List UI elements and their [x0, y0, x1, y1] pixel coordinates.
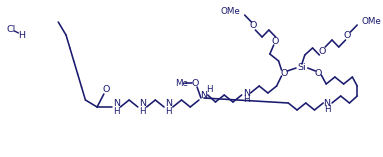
Text: O: O — [192, 78, 199, 87]
Text: O: O — [272, 36, 279, 46]
Text: N: N — [200, 90, 207, 100]
Text: O: O — [281, 68, 288, 78]
Text: O: O — [102, 86, 110, 95]
Text: O: O — [344, 32, 351, 41]
Text: H: H — [113, 106, 120, 116]
Text: Me: Me — [175, 78, 188, 87]
Text: N: N — [139, 100, 146, 108]
Text: O: O — [319, 46, 326, 56]
Text: H: H — [18, 30, 25, 40]
Text: OMe: OMe — [221, 6, 241, 16]
Text: N: N — [165, 100, 172, 108]
Text: N: N — [113, 100, 120, 108]
Text: O: O — [250, 22, 257, 30]
Text: Si: Si — [298, 63, 306, 73]
Text: H: H — [324, 106, 331, 114]
Text: N: N — [324, 98, 331, 108]
Text: H: H — [165, 106, 172, 116]
Text: H: H — [206, 86, 213, 95]
Text: Cl: Cl — [6, 24, 15, 33]
Text: O: O — [315, 68, 322, 78]
Text: N: N — [243, 89, 250, 97]
Text: H: H — [243, 95, 250, 105]
Text: OMe: OMe — [361, 16, 381, 25]
Text: H: H — [139, 106, 146, 116]
